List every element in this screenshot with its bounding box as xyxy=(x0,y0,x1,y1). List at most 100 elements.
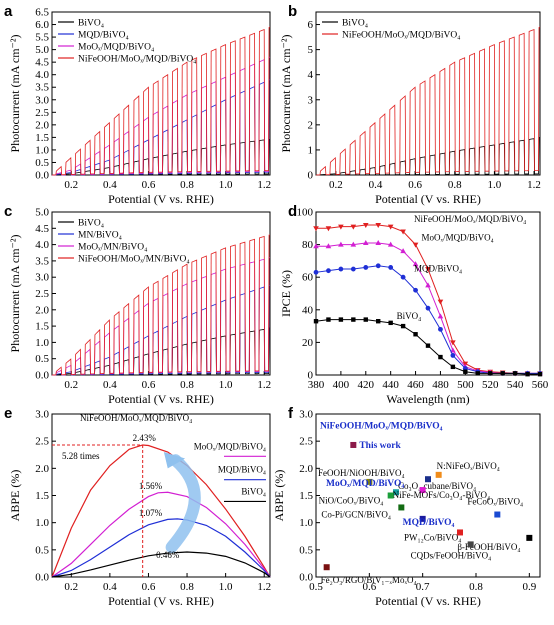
y-tick-label: 1.5 xyxy=(299,490,313,502)
x-tick-label: 500 xyxy=(457,379,474,391)
point-label: CQDs/FeOOH/BiVO₄ xyxy=(411,550,492,560)
legend-entry: BiVO₄ xyxy=(78,19,104,29)
y-tick-label: 100 xyxy=(297,207,314,219)
point-label: FeOOH/NiOOH/BiVO₄ xyxy=(318,468,405,478)
y-tick-label: 5 xyxy=(308,44,314,56)
x-tick-label: 460 xyxy=(407,379,424,391)
data-point xyxy=(388,320,393,326)
data-point xyxy=(450,364,456,370)
y-tick-label: 5.0 xyxy=(35,44,49,56)
y-tick-label: 0.0 xyxy=(35,572,49,584)
y-tick-label: 0.0 xyxy=(299,572,313,584)
data-point xyxy=(419,515,426,522)
y-tick-label: 80 xyxy=(302,239,314,251)
x-axis-label: Potential (V vs. RHE) xyxy=(108,192,214,206)
x-tick-label: 1.2 xyxy=(527,179,541,191)
x-axis-label: Potential (V vs. RHE) xyxy=(375,192,481,206)
x-tick-label: 0.2 xyxy=(64,379,78,391)
y-tick-label: 0.0 xyxy=(35,170,49,182)
trend-arrow xyxy=(165,454,201,554)
data-point xyxy=(375,223,382,229)
point-label: PW₁₂Co/BiVO₄ xyxy=(404,532,461,542)
data-point xyxy=(488,371,493,376)
data-point xyxy=(425,476,431,483)
y-tick-label: 5.5 xyxy=(35,32,49,44)
x-tick-label: 380 xyxy=(308,379,325,391)
y-tick-label: 40 xyxy=(302,304,314,316)
y-tick-label: 6.5 xyxy=(35,7,49,19)
legend-entry: MoOₓ/MQD/BiVO₄ xyxy=(194,441,266,451)
x-tick-label: 420 xyxy=(358,379,375,391)
x-tick-label: 1.2 xyxy=(257,179,271,191)
data-point xyxy=(467,541,474,548)
x-tick-label: 0.6 xyxy=(142,581,156,593)
data-point xyxy=(325,226,332,232)
legend-entry: MQD/BiVO₄ xyxy=(218,465,266,475)
point-label: NiFeOOH/MoOₓ/MQD/BiVO₄ xyxy=(320,422,443,432)
point-note: This work xyxy=(359,441,401,451)
y-axis-label: IPCE (%) xyxy=(279,270,293,317)
data-point xyxy=(526,534,533,541)
panel-a: 0.2 0.4 0.6 0.8 1.0 1.20.00.51.01.52.02.53.03… xyxy=(4,3,271,206)
series-line xyxy=(52,79,271,176)
x-tick-label: 1.0 xyxy=(219,379,233,391)
x-tick-label: 0.2 xyxy=(64,581,78,593)
data-point xyxy=(425,267,431,273)
y-axis-label: ABPE (%) xyxy=(8,470,22,522)
point-label: β-FeOOH/BiVO₄ xyxy=(457,542,520,552)
x-axis-label: Potential (V vs. RHE) xyxy=(108,594,214,608)
point-label: MoOₓ/MQD/BiVO₄ xyxy=(326,479,404,489)
x-tick-label: 1.2 xyxy=(257,581,271,593)
x-axis-label: Wavelength (nm) xyxy=(386,392,469,406)
y-tick-label: 0 xyxy=(308,370,314,382)
y-tick-label: 4.5 xyxy=(35,57,49,69)
series-label: MoOₓ/MQD/BiVO₄ xyxy=(421,233,493,243)
x-tick-label: 520 xyxy=(482,379,499,391)
x-tick-label: 540 xyxy=(507,379,524,391)
data-point xyxy=(323,564,330,571)
point-label: MQD/BiVO₄ xyxy=(403,518,455,528)
y-tick-label: 2.5 xyxy=(299,436,313,448)
y-tick-label: 2 xyxy=(308,119,314,131)
y-tick-label: 0.5 xyxy=(299,544,313,556)
legend-entry: MQD/BiVO₄ xyxy=(78,31,129,41)
data-point xyxy=(425,305,431,311)
data-point xyxy=(350,224,357,230)
series-line xyxy=(51,26,271,176)
x-tick-label: 0.6 xyxy=(408,179,422,191)
legend-entry: NiFeOOH/MoOₓ/MQD/BiVO₄ xyxy=(78,55,197,65)
data-point xyxy=(512,371,518,376)
data-point xyxy=(450,340,456,346)
y-tick-label: 6.0 xyxy=(35,19,49,31)
data-point xyxy=(313,226,319,232)
panel-f: 0.5 0.6 0.7 0.8 0.90.00.51.01.52.02.53.0Pote… xyxy=(272,405,541,608)
x-tick-label: 1.2 xyxy=(257,379,271,391)
y-tick-label: 0 xyxy=(308,170,314,182)
x-axis-label: Potential (V vs. RHE) xyxy=(375,594,481,608)
data-point xyxy=(419,487,426,494)
data-point xyxy=(338,317,344,322)
annot-value: 0.46% xyxy=(156,550,180,560)
series-line xyxy=(316,224,540,374)
y-tick-label: 0.0 xyxy=(35,370,49,382)
y-tick-label: 3.0 xyxy=(35,409,49,421)
series-label: MQD/BiVO₄ xyxy=(414,264,462,274)
y-tick-label: 4.0 xyxy=(35,239,49,251)
data-point xyxy=(400,274,406,280)
data-point xyxy=(400,323,406,329)
data-point xyxy=(350,266,356,272)
y-tick-label: 1.0 xyxy=(299,517,313,529)
x-tick-label: 400 xyxy=(333,379,350,391)
y-tick-label: 0.5 xyxy=(35,544,49,556)
panel-letter: c xyxy=(4,203,12,220)
series-line xyxy=(51,518,271,578)
y-axis-label: ABPE (%) xyxy=(272,470,286,522)
trend-arrow-head xyxy=(163,452,186,469)
x-tick-label: 0.9 xyxy=(522,581,536,593)
series-label: BiVO₄ xyxy=(397,311,422,321)
y-tick-label: 2.0 xyxy=(299,463,313,475)
point-label: Fe₂O₃/RGO/BiV₁₋ₓMoₓO₄ xyxy=(321,575,417,585)
y-tick-label: 1.0 xyxy=(35,144,49,156)
data-point xyxy=(325,243,332,249)
